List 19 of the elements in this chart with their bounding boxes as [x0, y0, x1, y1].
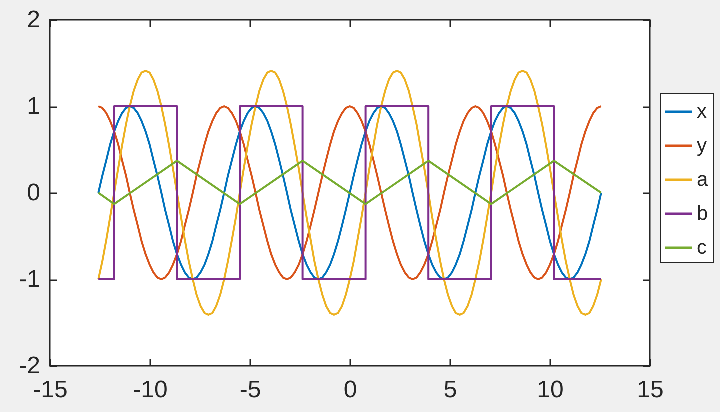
legend-label: a — [697, 169, 709, 191]
y-tick-label: 2 — [27, 6, 40, 34]
legend-label: x — [697, 101, 707, 123]
y-tick-label: 1 — [27, 93, 40, 120]
x-tick-label: 10 — [537, 376, 564, 404]
legend-label: c — [697, 237, 707, 259]
x-tick-label: -10 — [133, 376, 168, 404]
x-tick-label: -5 — [240, 376, 262, 404]
y-tick-label: 0 — [27, 180, 40, 206]
y-tick-label: -1 — [19, 266, 40, 293]
x-tick-label: 5 — [444, 376, 458, 404]
y-tick-label: -2 — [19, 352, 40, 380]
x-tick-label: 15 — [637, 376, 664, 404]
legend-label: y — [697, 135, 707, 157]
legend-label: b — [697, 203, 708, 225]
x-tick-label: -15 — [33, 376, 68, 404]
line-series — [98, 70, 602, 316]
x-tick-label: 0 — [344, 376, 358, 404]
line-series — [98, 106, 602, 280]
